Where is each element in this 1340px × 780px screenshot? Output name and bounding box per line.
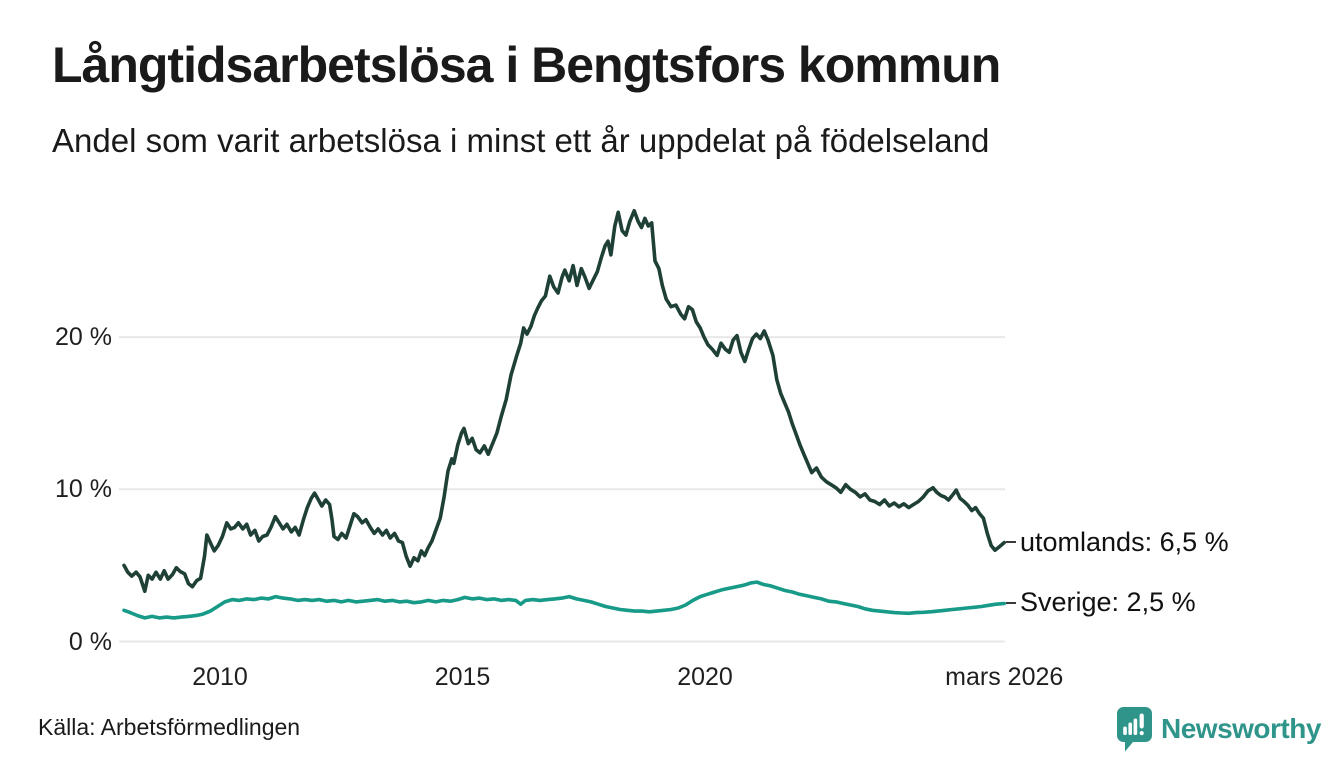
newsworthy-brand: Newsworthy [1116, 706, 1321, 752]
leader-dash [1006, 540, 1016, 544]
x-axis-tick-2020: 2020 [677, 663, 733, 691]
page-title: Långtidsarbetslösa i Bengtsfors kommun [52, 37, 1001, 93]
page-subtitle: Andel som varit arbetslösa i minst ett å… [52, 122, 990, 159]
newsworthy-logo-icon [1117, 707, 1152, 752]
sverige-end-label-text: Sverige: 2,5 % [1020, 587, 1196, 618]
utomlands-line [122, 209, 1007, 594]
data-lines [122, 209, 1007, 620]
y-axis-tick-0: 0 % [68, 627, 112, 656]
source-note: Källa: Arbetsförmedlingen [38, 714, 301, 740]
sverige-end-label: Sverige: 2,5 % [1006, 587, 1196, 618]
x-axis-tick-mars-2026: mars 2026 [945, 663, 1064, 691]
x-axis-tick-2010: 2010 [192, 663, 248, 691]
y-axis-tick-20: 20 % [55, 323, 112, 352]
x-axis-tick-2015: 2015 [434, 663, 491, 691]
sverige-line [122, 580, 1007, 620]
utomlands-end-label-text: utomlands: 6,5 % [1020, 526, 1229, 557]
leader-dash [1006, 601, 1016, 605]
utomlands-end-label: utomlands: 6,5 % [1006, 527, 1229, 558]
y-axis-tick-10: 10 % [55, 475, 112, 504]
gridlines [119, 336, 1005, 643]
logo-bars-and-exclamation [1123, 713, 1144, 736]
newsworthy-brand-name: Newsworthy [1161, 713, 1321, 744]
